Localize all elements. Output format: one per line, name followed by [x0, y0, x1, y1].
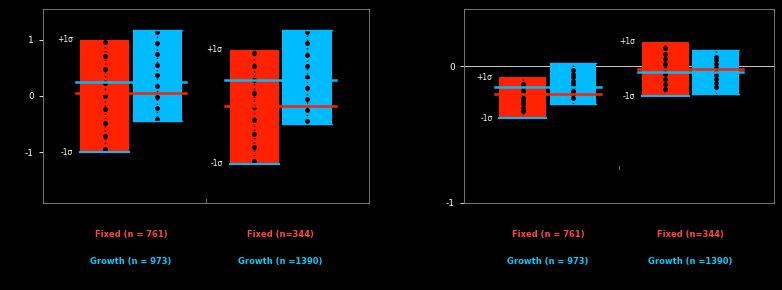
Text: +1σ: +1σ: [206, 45, 223, 54]
Text: Fixed (n=344): Fixed (n=344): [657, 230, 724, 239]
Bar: [499, 77, 546, 118]
Bar: [282, 30, 332, 124]
Text: +1σ: +1σ: [57, 35, 73, 44]
Text: +1σ: +1σ: [619, 37, 635, 46]
Bar: [80, 40, 129, 152]
Bar: [550, 64, 597, 104]
Bar: [230, 50, 279, 164]
Text: Growth (n = 973): Growth (n = 973): [91, 258, 172, 267]
Text: Growth (n = 973): Growth (n = 973): [508, 258, 589, 267]
Bar: [642, 41, 689, 96]
Text: Growth (n =1390): Growth (n =1390): [239, 258, 323, 267]
Text: Fixed (n=344): Fixed (n=344): [247, 230, 314, 239]
Text: +1σ: +1σ: [477, 72, 493, 81]
Text: Fixed (n = 761): Fixed (n = 761): [95, 230, 167, 239]
Text: Fixed (n = 761): Fixed (n = 761): [511, 230, 584, 239]
Text: -1σ: -1σ: [61, 148, 73, 157]
Text: Growth (n =1390): Growth (n =1390): [648, 258, 733, 267]
Text: -1σ: -1σ: [622, 92, 635, 101]
Text: -1σ: -1σ: [210, 159, 223, 168]
Bar: [133, 30, 182, 121]
Bar: [692, 50, 739, 94]
Text: -1σ: -1σ: [480, 114, 493, 123]
